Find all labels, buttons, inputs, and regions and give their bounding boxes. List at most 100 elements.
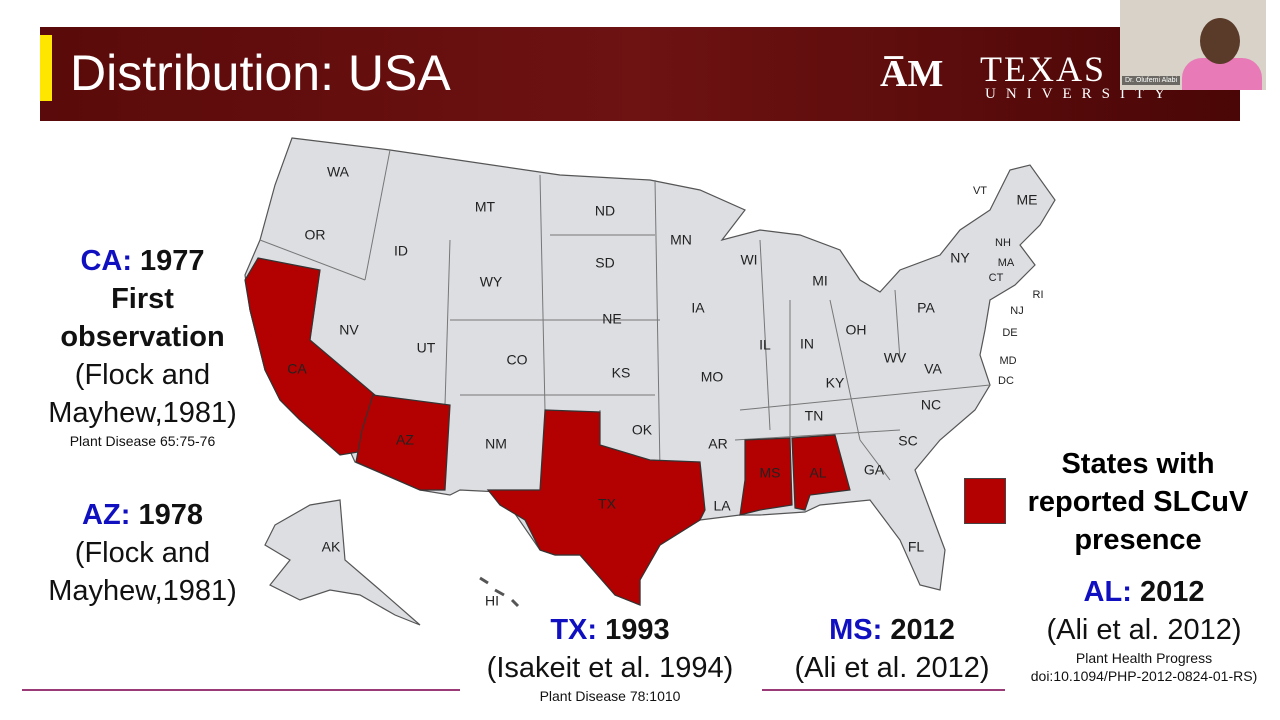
- state-label: KY: [826, 375, 845, 391]
- highlighted-state: [791, 434, 851, 511]
- line: (Ali et al. 2012): [1046, 614, 1242, 646]
- state-label: NE: [602, 311, 621, 327]
- rule: [762, 689, 1005, 691]
- ms-note: MS: 2012 (Ali et al. 2012): [772, 611, 1012, 687]
- state-border: [654, 179, 661, 471]
- line: (Isakeit et al. 1994): [486, 652, 734, 684]
- highlighted-state: [244, 257, 376, 456]
- state-border: [829, 299, 861, 441]
- state-border: [734, 429, 901, 441]
- state-label: WI: [740, 252, 757, 268]
- state-label: AR: [708, 436, 727, 452]
- slide-title: Distribution: USA: [70, 45, 451, 101]
- state-label: MA: [998, 257, 1015, 269]
- state-label: PA: [917, 300, 935, 316]
- state: TX:: [550, 614, 598, 646]
- state-label: ND: [595, 203, 615, 219]
- state-label: SD: [595, 255, 614, 271]
- state-label: MO: [701, 369, 724, 385]
- state-border: [894, 289, 901, 361]
- state-label: OR: [305, 227, 326, 243]
- state-label: NJ: [1010, 305, 1023, 317]
- state-label: GA: [864, 462, 885, 478]
- state-label: NY: [950, 250, 970, 266]
- state-label: TX: [598, 496, 617, 512]
- state-label: VA: [924, 361, 942, 377]
- state-border: [739, 384, 991, 411]
- accent-bar: [40, 35, 52, 101]
- line: (Flock and: [74, 359, 211, 391]
- state: AL:: [1083, 576, 1132, 608]
- state-label: NM: [485, 436, 507, 452]
- header-band: [40, 27, 1240, 121]
- state-label: AK: [322, 539, 341, 555]
- logo-sub: UNIVERSITY: [985, 86, 1175, 102]
- line: observation: [60, 321, 225, 353]
- state-label: OK: [632, 422, 653, 438]
- state-label: MD: [999, 355, 1016, 367]
- state-border: [759, 239, 771, 431]
- state-label: TN: [805, 408, 824, 424]
- alaska: [264, 499, 421, 626]
- state-label: WA: [327, 164, 350, 180]
- state-label: WY: [480, 274, 503, 290]
- state-label: IA: [691, 300, 705, 316]
- logo-mark: A̅M: [880, 53, 944, 95]
- state-label: MN: [670, 232, 692, 248]
- hawaii-island: [479, 576, 489, 585]
- state-label: UT: [417, 340, 436, 356]
- highlighted-state: [355, 394, 451, 491]
- ca-note: CA: 1977 First observation (Flock and Ma…: [30, 242, 255, 450]
- state-label: HI: [485, 593, 499, 609]
- line: (Flock and: [74, 537, 211, 569]
- state-label: WV: [884, 350, 907, 366]
- highlighted-state: [486, 409, 706, 606]
- rule: [22, 689, 460, 691]
- state-label: KS: [612, 365, 631, 381]
- ref: Plant Disease 65:75-76: [69, 433, 216, 449]
- hawaii-island: [494, 588, 505, 597]
- state-label: DE: [1002, 327, 1017, 339]
- state-border: [859, 439, 891, 481]
- state-label: FL: [908, 539, 925, 555]
- state-label: OH: [846, 322, 867, 338]
- state-label: CT: [989, 272, 1004, 284]
- state-label: NV: [339, 322, 359, 338]
- state-border: [259, 239, 366, 281]
- year: 1993: [605, 614, 670, 646]
- hawaii-island: [510, 598, 520, 608]
- state-label: AL: [809, 465, 826, 481]
- state: MS:: [829, 614, 883, 646]
- state: AZ:: [82, 499, 131, 531]
- state-label: MI: [812, 273, 828, 289]
- line: (Ali et al. 2012): [794, 652, 990, 684]
- state-label: AZ: [396, 432, 414, 448]
- state-label: NH: [995, 237, 1011, 249]
- state-label: IL: [759, 337, 771, 353]
- state-label: CO: [507, 352, 528, 368]
- state-label: VT: [973, 185, 987, 197]
- az-note: AZ: 1978 (Flock and Mayhew,1981): [30, 496, 255, 610]
- state-label: RI: [1033, 289, 1044, 301]
- al-note: AL: 2012 (Ali et al. 2012) Plant Health …: [1030, 573, 1258, 685]
- year: 1977: [140, 245, 205, 277]
- ref: Plant Disease 78:1010: [539, 688, 681, 704]
- legend-label: States with reported SLCuV presence: [1027, 448, 1249, 556]
- line: Mayhew,1981): [48, 397, 237, 429]
- state-label: DC: [998, 375, 1014, 387]
- ref: Plant Health Progress doi:10.1094/PHP-20…: [1030, 650, 1258, 684]
- state-border: [444, 239, 451, 406]
- legend-swatch: [964, 478, 1006, 524]
- state-label: LA: [713, 498, 731, 514]
- webcam-name: Dr. Olufemi Alabi: [1122, 76, 1181, 85]
- state-label: MT: [475, 199, 496, 215]
- state-label: SC: [898, 433, 917, 449]
- tx-note: TX: 1993 (Isakeit et al. 1994) Plant Dis…: [460, 611, 760, 705]
- state-label: ME: [1017, 192, 1038, 208]
- state-label: NC: [921, 397, 941, 413]
- webcam: Dr. Olufemi Alabi: [1120, 0, 1266, 90]
- highlighted-state: [739, 437, 793, 516]
- state-label: IN: [800, 336, 814, 352]
- year: 2012: [890, 614, 955, 646]
